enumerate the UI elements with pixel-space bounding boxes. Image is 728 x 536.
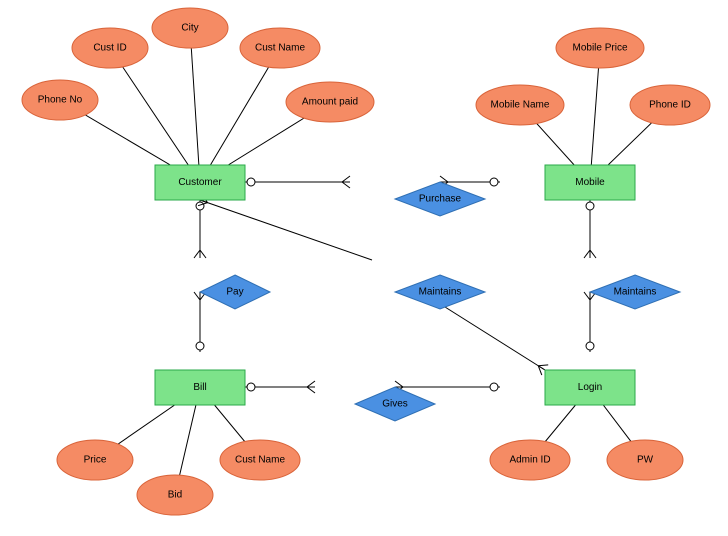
attribute-cust_name: Cust Name xyxy=(240,28,320,68)
attribute-admin_id: Admin ID xyxy=(490,440,570,480)
entity-customer: Customer xyxy=(155,165,245,200)
entity-mobile: Mobile xyxy=(545,165,635,200)
entity-label: Bill xyxy=(193,382,206,393)
attribute-phone_no: Phone No xyxy=(22,80,98,120)
attr-line-cust_name xyxy=(200,48,280,183)
relationship-label: Pay xyxy=(226,287,243,298)
attribute-label: Phone No xyxy=(38,95,83,106)
attribute-price: Price xyxy=(57,440,133,480)
attribute-label: City xyxy=(181,23,198,34)
attribute-label: Cust Name xyxy=(255,43,305,54)
relationship-maintains1: Maintains xyxy=(395,275,485,309)
edge-customer-maintains1 xyxy=(200,200,372,260)
relationship-purchase: Purchase xyxy=(395,182,485,216)
attribute-label: Admin ID xyxy=(509,455,550,466)
attr-line-cust_id xyxy=(110,48,200,183)
attribute-mobile_name: Mobile Name xyxy=(476,85,564,125)
attribute-amount_paid: Amount paid xyxy=(286,82,374,122)
attribute-label: Cust ID xyxy=(93,43,126,54)
attribute-mobile_price: Mobile Price xyxy=(556,28,644,68)
attribute-label: PW xyxy=(637,455,654,466)
entity-label: Mobile xyxy=(575,177,605,188)
attribute-label: Bid xyxy=(168,490,182,501)
attribute-label: Phone ID xyxy=(649,100,691,111)
relationship-gives: Gives xyxy=(355,387,435,421)
attr-line-city xyxy=(190,28,200,183)
attribute-label: Amount paid xyxy=(302,97,358,108)
relationship-label: Maintains xyxy=(419,287,462,298)
attribute-label: Cust Name xyxy=(235,455,285,466)
entity-login: Login xyxy=(545,370,635,405)
attribute-label: Mobile Name xyxy=(491,100,550,111)
attribute-city: City xyxy=(152,8,228,48)
attribute-phone_id: Phone ID xyxy=(630,85,710,125)
attribute-cust_name2: Cust Name xyxy=(220,440,300,480)
relationship-label: Gives xyxy=(382,399,408,410)
entity-label: Login xyxy=(578,382,602,393)
relationship-label: Maintains xyxy=(614,287,657,298)
relationship-pay: Pay xyxy=(200,275,270,309)
attribute-pw: PW xyxy=(607,440,683,480)
attribute-label: Price xyxy=(84,455,107,466)
relationship-label: Purchase xyxy=(419,194,462,205)
entity-label: Customer xyxy=(178,177,222,188)
relationship-maintains2: Maintains xyxy=(590,275,680,309)
er-diagram-canvas: Purchase Pay Maintains Maintains Gives Custom… xyxy=(0,0,728,536)
attribute-bid: Bid xyxy=(137,475,213,515)
attribute-label: Mobile Price xyxy=(572,43,627,54)
attribute-cust_id: Cust ID xyxy=(72,28,148,68)
entity-bill: Bill xyxy=(155,370,245,405)
